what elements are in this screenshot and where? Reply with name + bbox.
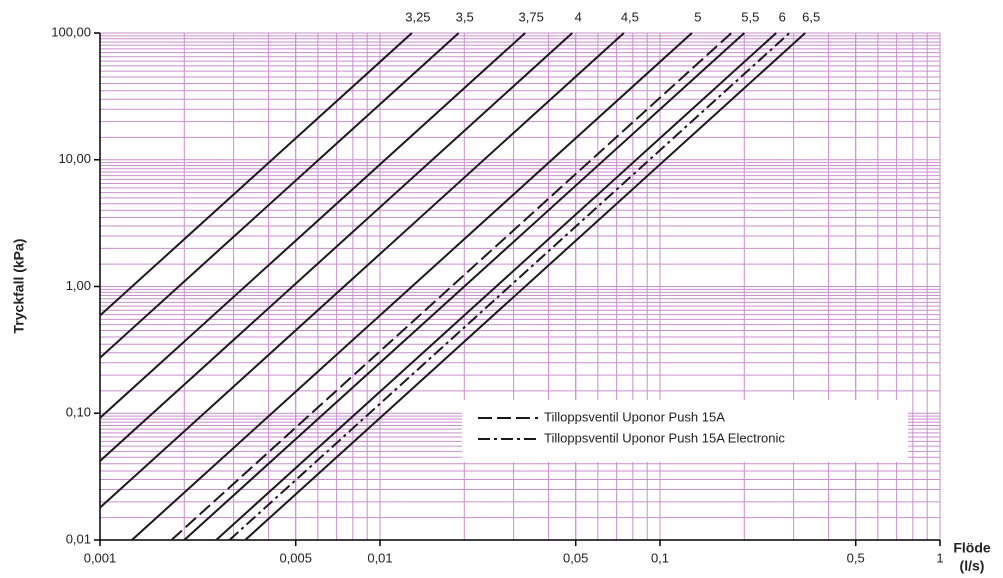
y-tick-label: 0,10 <box>66 405 91 420</box>
series-label: 5 <box>694 9 701 24</box>
x-tick-label: 0,001 <box>84 550 117 565</box>
x-tick-label: 0,05 <box>563 550 588 565</box>
legend-box <box>462 400 908 462</box>
series-line <box>99 32 625 509</box>
x-axis-label: Flöde <box>953 540 991 556</box>
series-line <box>183 32 745 541</box>
series-label: 6,5 <box>802 9 820 24</box>
series-line <box>170 32 733 541</box>
series-line <box>228 32 791 541</box>
series-line <box>99 32 413 317</box>
series-label: 4 <box>575 9 582 24</box>
x-tick-label: 0,1 <box>651 550 669 565</box>
x-tick-label: 0,01 <box>367 550 392 565</box>
series-line <box>99 32 526 419</box>
y-tick-label: 1,00 <box>66 278 91 293</box>
series-label: 6 <box>779 9 786 24</box>
series-label: 4,5 <box>621 9 639 24</box>
x-axis-label: (l/s) <box>960 558 985 574</box>
y-tick-label: 10,00 <box>58 151 91 166</box>
series-line <box>131 32 693 541</box>
y-tick-label: 100,00 <box>51 24 91 39</box>
series-line <box>99 32 573 462</box>
series-label: 5,5 <box>741 9 759 24</box>
series-label: 3,75 <box>519 9 544 24</box>
series-line <box>215 32 777 541</box>
x-tick-label: 0,005 <box>279 550 312 565</box>
y-axis-label: Tryckfall (kPa) <box>11 239 27 334</box>
x-tick-label: 1 <box>936 550 943 565</box>
series-label: 3,25 <box>405 9 430 24</box>
legend-label: Tilloppsventil Uponor Push 15A <box>544 409 725 424</box>
legend: Tilloppsventil Uponor Push 15A Tilloppsve… <box>462 400 908 462</box>
series-label: 3,5 <box>456 9 474 24</box>
x-tick-label: 0,5 <box>847 550 865 565</box>
legend-label: Tilloppsventil Uponor Push 15A Electroni… <box>544 430 785 445</box>
series-line <box>244 32 806 541</box>
series-line <box>99 32 460 359</box>
y-tick-label: 0,01 <box>66 531 91 546</box>
